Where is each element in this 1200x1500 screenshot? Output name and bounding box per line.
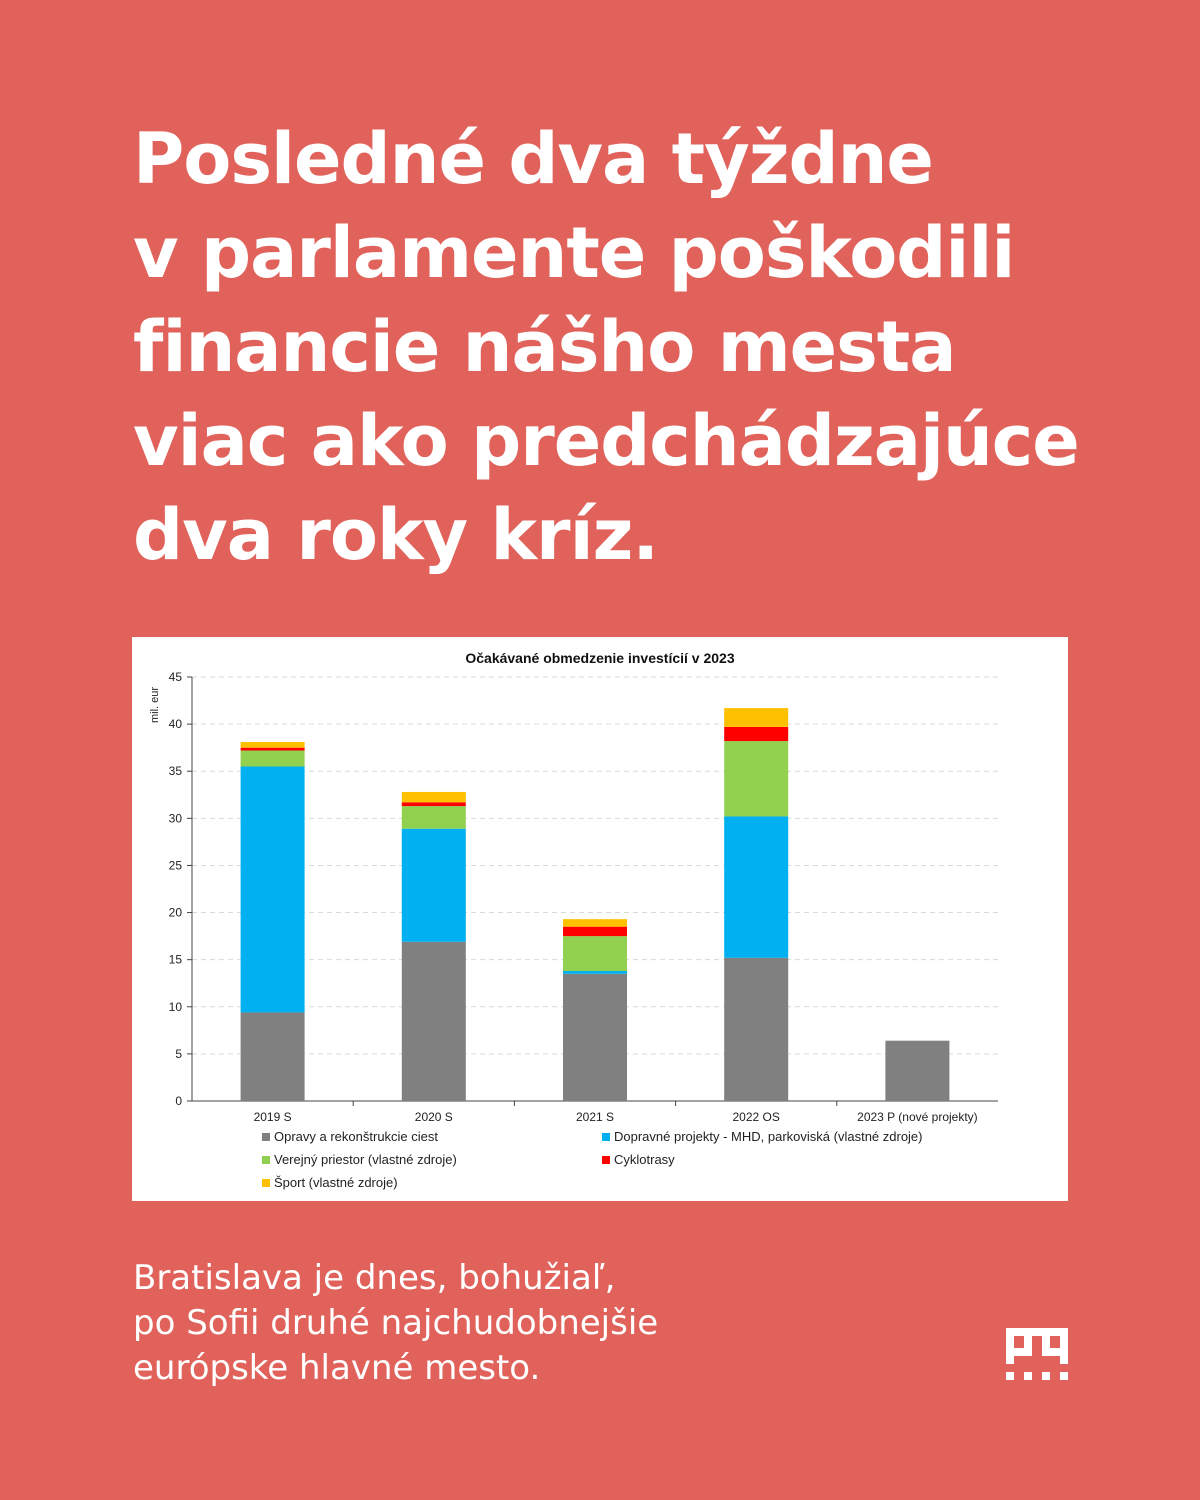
bar-segment xyxy=(240,747,305,751)
bar-segment xyxy=(401,791,466,803)
legend-swatch xyxy=(602,1155,610,1164)
headline-line: v parlamente poškodili xyxy=(133,212,1015,294)
y-tick-label: 10 xyxy=(169,1000,183,1014)
y-tick-label: 20 xyxy=(169,906,183,920)
legend-item: Opravy a rekonštrukcie ciest xyxy=(262,1128,602,1145)
chart-title: Očakávané obmedzenie investícií v 2023 xyxy=(465,650,734,666)
legend-swatch xyxy=(262,1132,270,1141)
y-tick-label: 25 xyxy=(169,858,183,872)
legend-label: Opravy a rekonštrukcie ciest xyxy=(274,1129,439,1144)
legend-swatch xyxy=(602,1132,610,1141)
footer-line: európske hlavné mesto. xyxy=(133,1348,541,1388)
bar-segment xyxy=(724,957,789,1101)
legend-label: Verejný priestor (vlastné zdroje) xyxy=(274,1152,457,1167)
bar-segment xyxy=(724,708,789,727)
bar-segment xyxy=(724,741,789,817)
y-axis-label: mil. eur xyxy=(149,687,161,723)
bar-segment xyxy=(240,766,305,1013)
x-tick-label: 2019 S xyxy=(254,1110,292,1124)
bar-segment xyxy=(401,806,466,829)
bar-segment xyxy=(240,750,305,767)
bar-segment xyxy=(401,802,466,807)
stacked-bar-chart: Očakávané obmedzenie investícií v 2023 mi… xyxy=(149,650,998,1124)
x-tick-label: 2023 P (nové projekty) xyxy=(857,1110,978,1124)
chart-legend: Opravy a rekonštrukcie ciest Dopravné pro… xyxy=(262,1128,1042,1191)
x-tick-label: 2020 S xyxy=(415,1110,453,1124)
legend-item: Verejný priestor (vlastné zdroje) xyxy=(262,1151,602,1168)
bar-segment xyxy=(563,936,627,971)
legend-item: Cyklotrasy xyxy=(602,1151,1042,1168)
city-grid-logo-icon xyxy=(1006,1328,1068,1380)
bar-segment xyxy=(563,919,627,927)
x-tick-label: 2022 OS xyxy=(733,1110,780,1124)
bar-segment xyxy=(563,970,627,974)
legend-swatch xyxy=(262,1178,270,1187)
bar-segment xyxy=(401,828,466,942)
legend-label: Cyklotrasy xyxy=(614,1152,675,1167)
y-tick-label: 5 xyxy=(175,1047,182,1061)
bar-segment xyxy=(563,973,627,1101)
bar-segment xyxy=(401,941,466,1101)
y-tick-label: 15 xyxy=(169,953,183,967)
headline-line: dva roky kríz. xyxy=(133,494,659,576)
headline-line: viac ako predchádzajúce xyxy=(133,400,1080,482)
y-tick-label: 30 xyxy=(169,811,183,825)
footer-line: po Sofii druhé najchudobnejšie xyxy=(133,1303,659,1343)
footer-text: Bratislava je dnes, bohužiaľ, po Sofii d… xyxy=(133,1256,933,1391)
bar-segment xyxy=(563,926,627,937)
legend-item: Šport (vlastné zdroje) xyxy=(262,1174,602,1191)
x-tick-label: 2021 S xyxy=(576,1110,614,1124)
bar-segment xyxy=(724,816,789,958)
bar-segment xyxy=(240,1012,305,1101)
legend-swatch xyxy=(262,1155,270,1164)
y-tick-label: 40 xyxy=(169,717,183,731)
headline-line: Posledné dva týždne xyxy=(133,118,934,200)
bar-segment xyxy=(724,726,789,742)
bar-segment xyxy=(885,1040,950,1101)
bar-segment xyxy=(240,742,305,748)
legend-label: Dopravné projekty - MHD, parkoviská (vla… xyxy=(614,1129,923,1144)
y-tick-label: 35 xyxy=(169,764,183,778)
headline: Posledné dva týždne v parlamente poškodi… xyxy=(133,112,1133,582)
chart-card: Očakávané obmedzenie investícií v 2023 mi… xyxy=(132,637,1068,1201)
legend-item: Dopravné projekty - MHD, parkoviská (vla… xyxy=(602,1128,1042,1145)
legend-label: Šport (vlastné zdroje) xyxy=(274,1175,398,1190)
y-tick-label: 0 xyxy=(175,1094,182,1108)
footer-line: Bratislava je dnes, bohužiaľ, xyxy=(133,1258,616,1298)
headline-line: financie nášho mesta xyxy=(133,306,957,388)
y-tick-label: 45 xyxy=(169,670,183,684)
